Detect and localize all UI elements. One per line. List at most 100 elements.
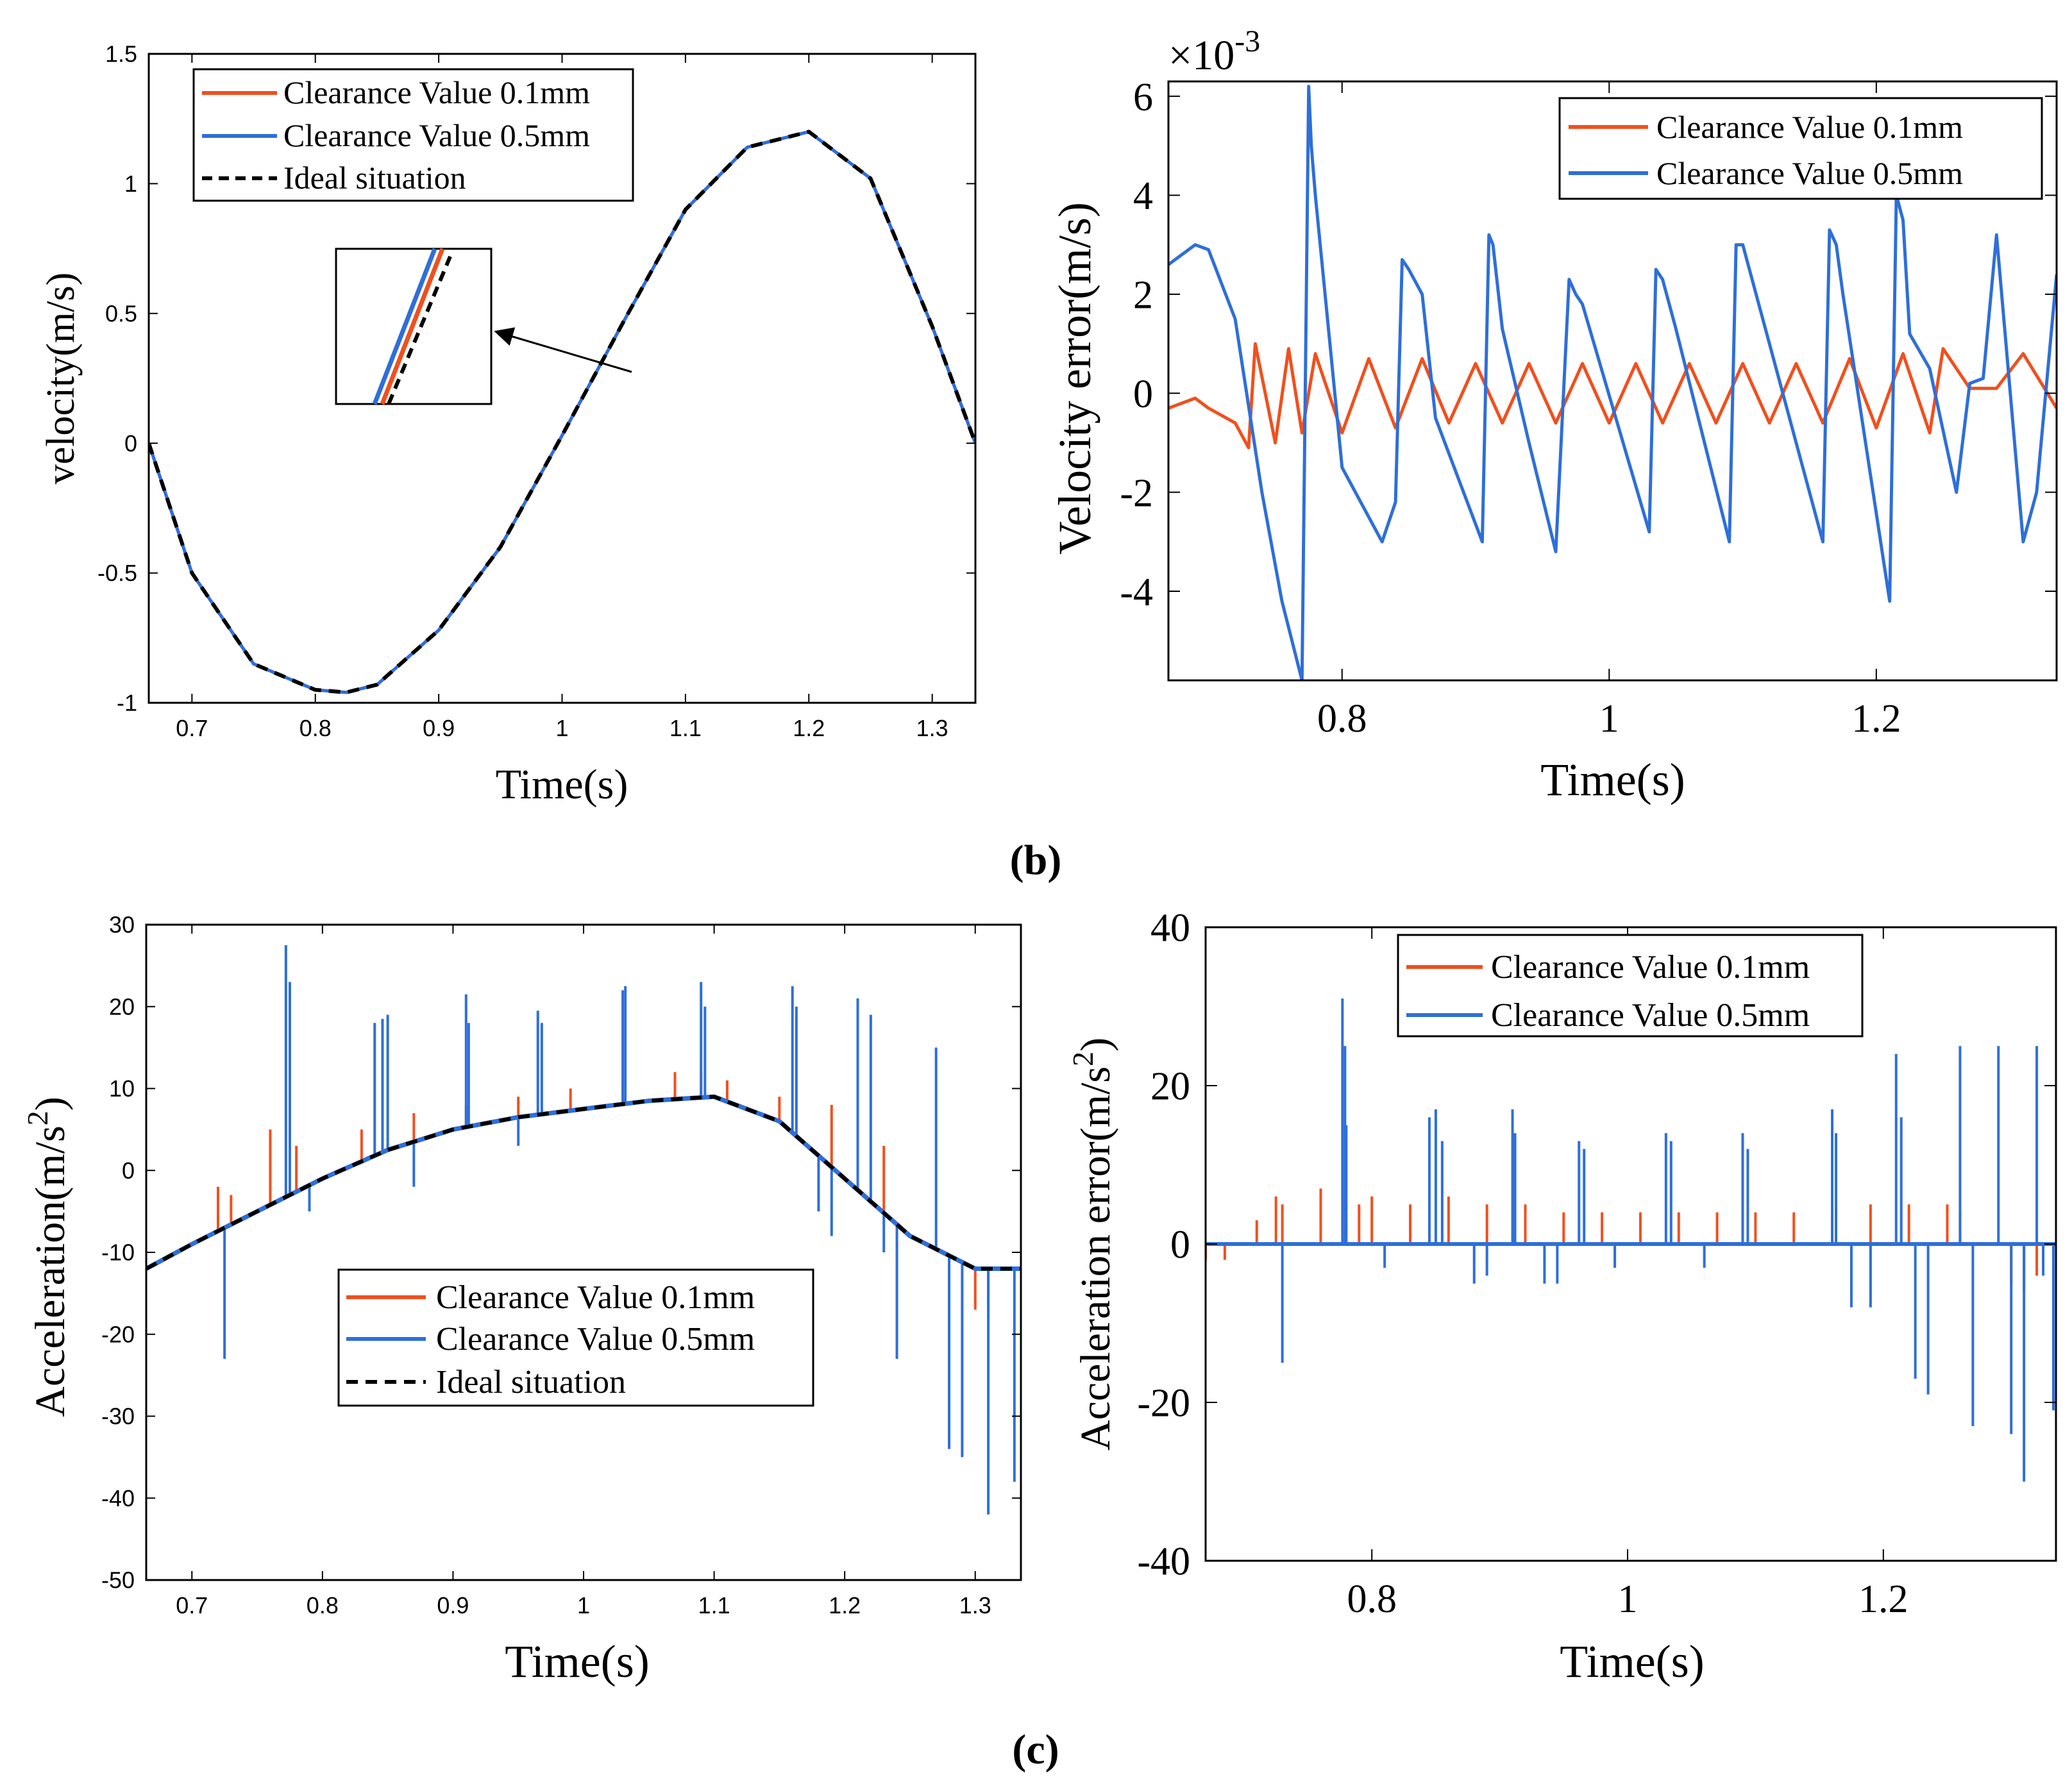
y-tick-label: 20 — [1150, 1065, 1190, 1109]
x-tick-label: 1.2 — [829, 1592, 861, 1619]
y-tick-label: -50 — [101, 1567, 135, 1593]
acceleration-ylabel-sup: 2 — [21, 1111, 54, 1125]
velocity-error-legend-label-1: Clearance Value 0.5mm — [1656, 155, 1963, 191]
velocity-error-series-group — [1168, 85, 2057, 680]
y-tick-label: 1.5 — [105, 41, 137, 67]
y-tick-label: -40 — [1137, 1540, 1190, 1584]
x-tick-label: 0.7 — [176, 715, 208, 741]
velocity-error-legend: Clearance Value 0.1mm Clearance Value 0.… — [1558, 97, 2043, 200]
caption-c: (c) — [1012, 1726, 1059, 1773]
acceleration-ticks: 0.7 0.8 0.9 1 1.1 1.2 1.3 -50 -40 -30 -20 -10 0 10 20 3… — [101, 912, 1021, 1619]
velocity-error-ylabel: Velocity error(m/s) — [1049, 202, 1100, 555]
y-tick-label: 0 — [1133, 373, 1153, 416]
acceleration-error-ylabel-main: Acceleration error(m/s — [1072, 1066, 1119, 1450]
velocity-axes-frame — [147, 53, 977, 704]
acceleration-error-series-group — [1206, 998, 2056, 1482]
acceleration-ylabel: Acceleration(m/s2) — [21, 1097, 74, 1417]
series-2-line — [149, 130, 975, 694]
acceleration-error-ylabel-sup: 2 — [1066, 1052, 1099, 1066]
velocity-error-exponent: ×10-3 — [1168, 24, 1260, 79]
y-tick-label: 2 — [1133, 274, 1153, 317]
y-tick-label: -0.5 — [97, 560, 137, 586]
series-1-spikes — [1206, 998, 2056, 1482]
acceleration-error-legend-label-0: Clearance Value 0.1mm — [1491, 949, 1810, 986]
velocity-legend-label-2: Ideal situation — [283, 160, 466, 196]
series-1-spikes — [146, 945, 1021, 1515]
y-tick-label: 40 — [1150, 907, 1190, 950]
velocity-error-legend-label-0: Clearance Value 0.1mm — [1656, 109, 1963, 145]
x-tick-label: 1 — [555, 715, 568, 741]
velocity-inset — [335, 248, 632, 405]
x-tick-label: 1.2 — [1858, 1577, 1908, 1621]
acceleration-legend-label-0: Clearance Value 0.1mm — [436, 1279, 755, 1316]
x-tick-label: 1 — [1618, 1577, 1638, 1621]
velocity-legend-label-0: Clearance Value 0.1mm — [283, 74, 590, 110]
y-tick-label: -10 — [101, 1240, 135, 1266]
x-tick-label: 1.2 — [1851, 697, 1901, 741]
acceleration-legend-label-2: Ideal situation — [436, 1364, 626, 1400]
x-tick-label: 0.8 — [307, 1592, 339, 1619]
acceleration-error-chart: 0.8 1 1.2 -40 -20 0 20 40 Time(s) Acceleration … — [1066, 907, 2057, 1687]
acceleration-legend-box — [337, 1268, 814, 1407]
exponent-power: -3 — [1234, 24, 1260, 58]
y-tick-label: -40 — [101, 1485, 135, 1511]
series-0-line — [1168, 342, 2057, 450]
inset-arrow — [494, 327, 632, 373]
acceleration-ylabel-end: ) — [27, 1097, 74, 1111]
acceleration-error-xlabel: Time(s) — [1560, 1636, 1704, 1687]
x-tick-label: 1 — [1599, 697, 1619, 741]
y-tick-label: -2 — [1120, 471, 1153, 515]
y-tick-label: 30 — [109, 912, 135, 938]
y-tick-label: -30 — [101, 1403, 135, 1429]
acceleration-error-ylabel: Acceleration error(m/s2) — [1066, 1038, 1119, 1450]
y-tick-label: 4 — [1133, 174, 1153, 218]
velocity-error-chart: 0.8 1 1.2 -4 -2 0 2 4 6 ×10-3 Time(s) Velocity e… — [1049, 24, 2058, 805]
x-tick-label: 1.3 — [916, 715, 948, 741]
x-tick-label: 1.3 — [959, 1592, 991, 1619]
series-1-line — [1168, 85, 2057, 680]
acceleration-error-legend-box — [1397, 934, 1864, 1038]
acceleration-chart: 0.7 0.8 0.9 1 1.1 1.2 1.3 -50 -40 -30 -20 -10 0 10 20 3… — [21, 912, 1022, 1687]
y-tick-label: 6 — [1133, 76, 1153, 119]
velocity-ticks: 0.7 0.8 0.9 1 1.1 1.2 1.3 -1 -0.5 0 0.5 1 1.5 — [97, 41, 975, 741]
y-tick-label: -20 — [1137, 1382, 1190, 1425]
velocity-legend-label-1: Clearance Value 0.5mm — [283, 117, 590, 153]
inset-ideal-line — [387, 255, 452, 405]
velocity-error-legend-box — [1558, 97, 2043, 200]
x-tick-label: 0.7 — [176, 1592, 208, 1619]
inset-blue-line — [372, 248, 437, 405]
acceleration-series-group — [146, 945, 1021, 1515]
acceleration-error-legend: Clearance Value 0.1mm Clearance Value 0.… — [1397, 934, 1864, 1038]
x-tick-label: 1.2 — [793, 715, 825, 741]
y-tick-label: 0 — [122, 1157, 135, 1184]
x-tick-label: 0.9 — [437, 1592, 469, 1619]
x-tick-label: 0.8 — [299, 715, 332, 741]
velocity-xlabel: Time(s) — [496, 761, 628, 808]
series-1-line — [149, 130, 975, 694]
exponent-base: ×10 — [1168, 32, 1234, 79]
series-1-base-line — [146, 1094, 1021, 1271]
acceleration-legend-label-1: Clearance Value 0.5mm — [436, 1321, 755, 1358]
x-tick-label: 1.1 — [670, 715, 702, 741]
series-0-base-line — [146, 1094, 1021, 1271]
acceleration-xlabel: Time(s) — [505, 1636, 649, 1687]
x-tick-label: 0.9 — [423, 715, 455, 741]
velocity-error-xlabel: Time(s) — [1540, 754, 1685, 805]
acceleration-axes-frame — [145, 923, 1022, 1581]
y-tick-label: -20 — [101, 1321, 135, 1347]
acceleration-error-ticks: 0.8 1 1.2 -40 -20 0 20 40 — [1137, 907, 2056, 1621]
y-tick-label: 20 — [109, 993, 135, 1020]
velocity-series-group — [149, 130, 975, 694]
y-tick-label: 0 — [124, 430, 137, 457]
series-0-line — [149, 130, 975, 694]
acceleration-legend: Clearance Value 0.1mm Clearance Value 0.… — [337, 1268, 814, 1407]
acceleration-error-legend-label-1: Clearance Value 0.5mm — [1491, 997, 1810, 1034]
y-tick-label: -1 — [117, 690, 137, 716]
series-2-line — [146, 1095, 1021, 1271]
velocity-error-ticks: 0.8 1 1.2 -4 -2 0 2 4 6 — [1120, 76, 2057, 741]
y-tick-label: 0.5 — [105, 300, 137, 326]
x-tick-label: 0.8 — [1317, 697, 1367, 741]
acceleration-ylabel-main: Acceleration(m/s — [27, 1125, 74, 1417]
y-tick-label: 10 — [109, 1075, 135, 1102]
